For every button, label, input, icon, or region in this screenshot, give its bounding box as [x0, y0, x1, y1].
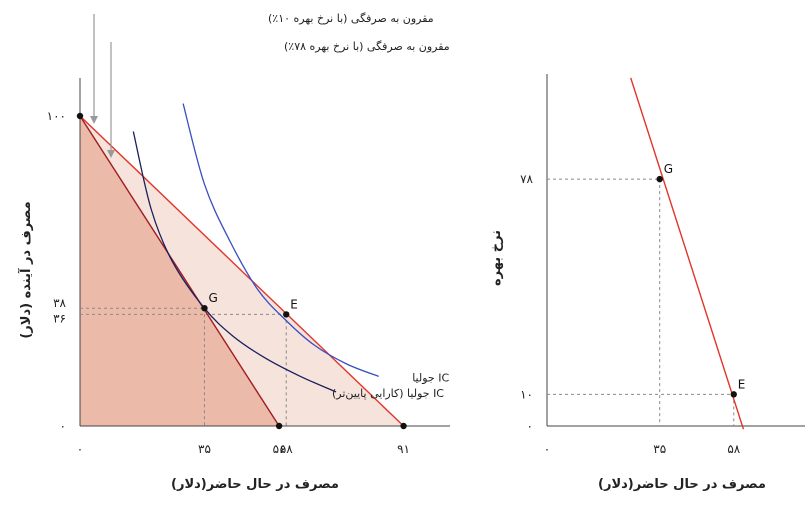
indifference-curve-label-1: IC جولیا [412, 371, 449, 384]
point-label-e: E [290, 297, 298, 311]
y-axis-label: نرخ بهره [489, 230, 504, 286]
y-tick-label: ۳۶ [53, 311, 66, 325]
point-label-g: G [208, 291, 217, 305]
x-axis-label: مصرف در حال حاضر(دلار) [598, 477, 766, 492]
point-g [201, 305, 208, 312]
arrow-10pct-head [90, 116, 98, 124]
point-intercept-3 [275, 422, 283, 430]
y-axis-label: مصرف در آینده (دلار) [17, 201, 34, 338]
x-axis-label: مصرف در حال حاضر(دلار) [171, 477, 339, 492]
point-intercept-4 [400, 422, 407, 430]
indifference-curve-2 [132, 131, 337, 393]
x-tick-label: ۳۵ [653, 442, 666, 456]
arrow-78pct-head [107, 150, 115, 158]
left-chart: IC جولیا IC جولیا (کارایی پایین‌تر) G E ۰ ۳۵ ۵… [17, 12, 450, 492]
indifference-curve-label-2: IC جولیا (کارایی پایین‌تر) [332, 387, 444, 400]
x-tick-label: ۹۱ [397, 442, 410, 456]
frontier-annotation-78pct: مقرون به صرفگی (با نرخ بهره ۷۸٪) [284, 40, 450, 53]
y-tick-label: ۰ [60, 419, 66, 433]
frontier-line-78pct [79, 115, 280, 427]
y-tick-label: ۷۸ [520, 172, 533, 186]
frontier-annotation-10pct: مقرون به صرفگی (با نرخ بهره ۱۰٪) [268, 12, 434, 25]
x-tick-label: ۵۸ [280, 442, 293, 456]
indifference-curve-1 [182, 103, 379, 378]
point-label-e: E [738, 377, 746, 391]
point-intercept-2 [76, 112, 84, 120]
right-chart: G E ۰ ۳۵ ۵۸ ۰ ۱۰ ۷۸ مصرف در حال حاضر(دلار) نرخ به… [489, 74, 805, 492]
x-tick-label: ۰ [77, 442, 83, 456]
y-tick-label: ۱۰ [520, 387, 533, 401]
x-tick-label: ۵۶ [273, 442, 286, 456]
point-e [730, 391, 737, 398]
y-tick-label: ۱۰۰ [47, 109, 66, 123]
y-tick-label: ۰ [527, 419, 533, 433]
x-tick-label: ۳۵ [198, 442, 211, 456]
point-e [283, 311, 290, 318]
point-g [656, 175, 663, 183]
point-label-g: G [664, 162, 673, 176]
y-tick-label: ۳۸ [53, 296, 66, 310]
frontier-line-10pct [79, 115, 405, 427]
x-tick-label: ۵۸ [727, 442, 740, 456]
x-tick-label: ۰ [544, 442, 550, 456]
demand-line [630, 77, 745, 430]
